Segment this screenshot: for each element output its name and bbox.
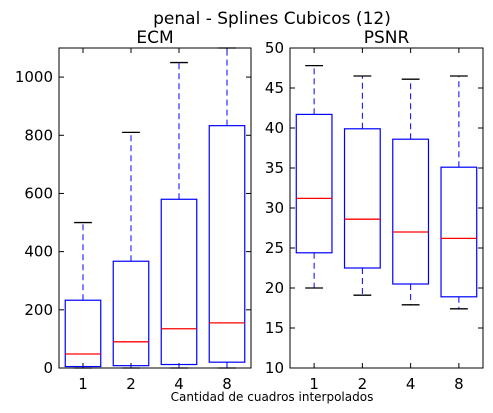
y-tick-label: 1000	[15, 68, 53, 86]
x-tick-label: 4	[174, 375, 184, 393]
x-axis-label: Cantidad de cuadros interpolados	[171, 390, 374, 404]
x-tick-label: 4	[406, 375, 416, 393]
y-tick-label: 20	[265, 279, 284, 297]
y-tick-label: 50	[265, 39, 284, 57]
x-tick-label: 1	[78, 375, 88, 393]
axes-frame-0	[58, 47, 252, 369]
y-tick-label: 45	[265, 79, 284, 97]
y-tick-label: 400	[24, 243, 53, 261]
y-tick-label: 0	[43, 359, 53, 377]
x-tick-label: 8	[454, 375, 464, 393]
y-tick-label: 35	[265, 159, 284, 177]
x-tick-label: 8	[222, 375, 232, 393]
panel-title-psnr: PSNR	[364, 28, 410, 48]
y-tick-label: 600	[24, 184, 53, 202]
box-2	[343, 128, 381, 269]
box-4	[392, 138, 430, 285]
y-tick-label: 30	[265, 199, 284, 217]
y-tick-label: 40	[265, 119, 284, 137]
box-1	[295, 113, 333, 254]
panel-title-ecm: ECM	[136, 28, 173, 48]
y-tick-label: 200	[24, 301, 53, 319]
y-tick-label: 10	[265, 359, 284, 377]
box-4	[160, 198, 198, 366]
y-tick-label: 15	[265, 319, 284, 337]
figure-suptitle: penal - Splines Cubicos (12)	[153, 9, 391, 29]
y-tick-label: 800	[24, 126, 53, 144]
x-tick-label: 1	[309, 375, 319, 393]
box-8	[208, 125, 246, 363]
x-tick-label: 2	[126, 375, 136, 393]
box-2	[112, 260, 150, 367]
y-tick-label: 25	[265, 239, 284, 257]
axes-frame-1	[289, 47, 484, 369]
box-8	[440, 166, 478, 298]
x-tick-label: 2	[358, 375, 368, 393]
box-1	[64, 299, 102, 368]
